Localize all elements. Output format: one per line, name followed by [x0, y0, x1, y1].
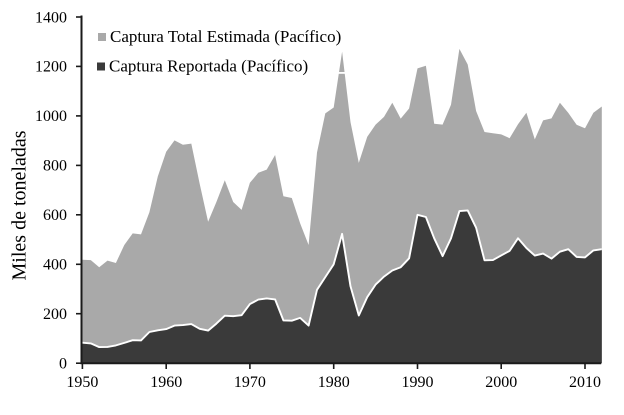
svg-text:1970: 1970 — [234, 374, 266, 391]
svg-text:2000: 2000 — [485, 374, 517, 391]
svg-text:0: 0 — [59, 356, 67, 373]
svg-text:600: 600 — [43, 207, 67, 224]
svg-text:1990: 1990 — [402, 374, 434, 391]
svg-text:1400: 1400 — [35, 9, 67, 26]
svg-text:1980: 1980 — [318, 374, 350, 391]
svg-text:2010: 2010 — [569, 374, 601, 391]
svg-text:1950: 1950 — [66, 374, 98, 391]
svg-text:800: 800 — [43, 158, 67, 175]
svg-text:Captura Reportada (Pacífico): Captura Reportada (Pacífico) — [109, 57, 308, 76]
svg-text:1200: 1200 — [35, 59, 67, 76]
svg-text:400: 400 — [43, 257, 67, 274]
svg-text:Miles de toneladas: Miles de toneladas — [9, 130, 31, 280]
svg-text:1960: 1960 — [150, 374, 182, 391]
svg-text:1000: 1000 — [35, 108, 67, 125]
svg-text:Captura Total Estimada (Pacífi: Captura Total Estimada (Pacífico) — [110, 27, 341, 46]
svg-text:200: 200 — [43, 306, 67, 323]
